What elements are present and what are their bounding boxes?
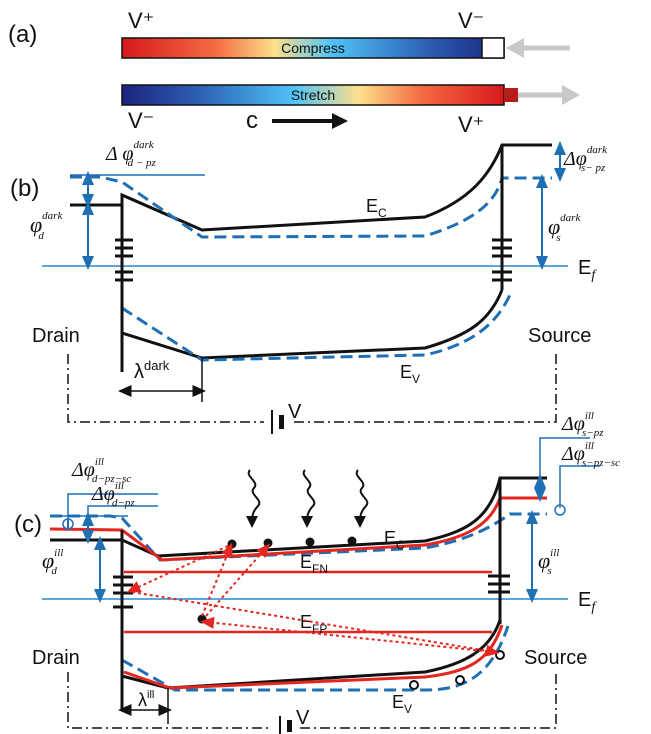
valence-band-illuminated — [123, 624, 504, 690]
ef-label-b: Ef — [578, 257, 597, 283]
battery-symbol-c — [279, 716, 292, 734]
ev-label-b: EV — [400, 362, 420, 386]
stretch-right-terminal: V⁺ — [458, 112, 484, 137]
ef-label-c: Ef — [578, 589, 597, 615]
bias-circuit-c — [67, 672, 557, 729]
photon-arrow-2 — [302, 469, 316, 521]
hole-1 — [409, 680, 419, 690]
source-label-c: Source — [524, 647, 587, 669]
valence-band-dark — [121, 289, 504, 360]
efn-label: EFN — [300, 552, 328, 576]
stretch-bar-end — [504, 88, 518, 102]
efp-label: EFP — [300, 612, 327, 636]
phi-d-label-c: φill d — [42, 547, 63, 577]
photon-arrow-1 — [247, 469, 261, 521]
conduction-band-dark-c — [50, 476, 547, 558]
compress-label: Compress — [281, 40, 345, 56]
stretch-label: Stretch — [291, 87, 335, 103]
stretch-force-arrow — [518, 85, 580, 105]
hole-3 — [495, 650, 505, 660]
electron-1 — [227, 539, 237, 549]
conduction-band-strained — [70, 175, 552, 239]
delta-phi-d-leader — [87, 505, 158, 518]
defect-states-drain-c — [113, 575, 133, 609]
compress-left-terminal: V⁺ — [128, 8, 154, 33]
electron-2 — [263, 538, 273, 548]
defect-states-source-c — [488, 574, 510, 594]
electron-4 — [347, 536, 357, 546]
source-label-b: Source — [528, 325, 591, 347]
c-axis-arrow — [272, 113, 348, 129]
delta-phi-s-label-c: Δφill s−pz — [561, 410, 604, 439]
drain-label-c: Drain — [32, 647, 80, 669]
ev-label-c: EV — [392, 692, 412, 716]
delta-phi-d-label-c: Δφill d−pz — [91, 480, 135, 509]
delta-phi-d-label-b: Δ φdark d − pz — [105, 139, 157, 169]
photon-arrow-heads — [246, 516, 366, 528]
conduction-band-illuminated — [49, 496, 547, 562]
valence-band-dark-c — [121, 619, 502, 690]
delta-phi-s-leader — [539, 437, 590, 478]
ec-label-b: EC — [366, 196, 387, 220]
compress-right-terminal: V⁻ — [458, 8, 484, 33]
conduction-band-dark — [70, 143, 552, 232]
hole-2 — [455, 675, 465, 685]
photon-arrows — [247, 469, 369, 521]
panel-b-label: (b) — [10, 175, 39, 202]
delta-phi-s-sc-leader — [559, 465, 600, 508]
holes — [409, 650, 505, 690]
drain-label-b: Drain — [32, 325, 80, 347]
defect-states-source-b — [492, 238, 512, 282]
ec-label-c: EC — [384, 528, 405, 552]
delta-phi-d-sc-label: Δφill d−pz−sc — [71, 456, 131, 485]
panel-a-label: (a) — [8, 21, 37, 48]
delta-phi-s-label-b: Δφdark s− pz — [563, 144, 608, 174]
compress-force-arrow — [506, 38, 570, 58]
defect-states-drain-b — [115, 238, 133, 282]
carrier-transitions — [126, 542, 500, 657]
bias-circuit-b — [67, 354, 557, 423]
delta-phi-d-sc-leader — [67, 493, 158, 519]
compress-bar-end — [481, 37, 505, 59]
lambda-label-c: λill — [138, 689, 154, 710]
phi-s-label-b: φdark s — [548, 212, 581, 244]
phi-d-label-b: φdark d — [30, 210, 63, 242]
delta-phi-s-sc-label: Δφill s−pz−sc — [561, 440, 620, 469]
battery-symbol-b — [271, 410, 284, 434]
c-axis-label: c — [246, 107, 258, 134]
lambda-label-b: λdark — [134, 358, 170, 383]
stretch-left-terminal: V⁻ — [128, 108, 154, 133]
valence-band-strained — [121, 289, 514, 362]
bias-label-c: V — [296, 707, 310, 729]
delta-phi-s-sc-marker — [554, 504, 566, 516]
phi-s-label-c: φill s — [538, 547, 559, 577]
photon-arrow-3 — [355, 469, 369, 521]
panel-c-label: (c) — [14, 511, 42, 538]
electron-3 — [305, 537, 315, 547]
bias-label-b: V — [288, 401, 302, 423]
